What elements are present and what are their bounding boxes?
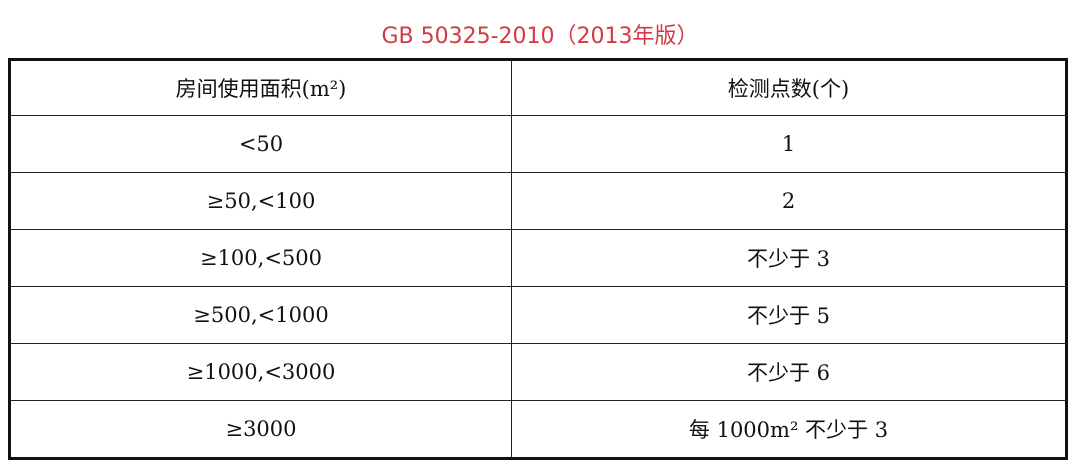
points-cell: 不少于 5: [511, 286, 1067, 344]
points-cell: 不少于 6: [511, 343, 1067, 401]
table-row: <50 1: [9, 115, 1067, 173]
area-cell: <50: [9, 115, 512, 173]
table-row: ≥1000,<3000 不少于 6: [9, 343, 1067, 401]
points-cell: 不少于 3: [511, 229, 1067, 287]
table-row: ≥500,<1000 不少于 5: [9, 286, 1067, 344]
points-cell: 2: [511, 172, 1067, 230]
table-header-row: 房间使用面积(m²) 检测点数(个): [9, 59, 1067, 116]
document-title: GB 50325-2010（2013年版）: [381, 24, 699, 49]
points-cell: 1: [511, 115, 1067, 173]
area-cell: ≥1000,<3000: [9, 343, 512, 401]
area-cell: ≥3000: [9, 400, 512, 459]
table-row: ≥3000 每 1000m² 不少于 3: [9, 400, 1067, 459]
area-cell: ≥50,<100: [9, 172, 512, 230]
header-points: 检测点数(个): [511, 59, 1067, 116]
area-cell: ≥100,<500: [9, 229, 512, 287]
table-row: ≥100,<500 不少于 3: [9, 229, 1067, 287]
points-cell: 每 1000m² 不少于 3: [511, 400, 1067, 459]
detection-points-table: 房间使用面积(m²) 检测点数(个) <50 1 ≥50,<100 2 ≥100,<50…: [8, 58, 1068, 460]
header-area: 房间使用面积(m²): [9, 59, 512, 116]
table-row: ≥50,<100 2: [9, 172, 1067, 230]
area-cell: ≥500,<1000: [9, 286, 512, 344]
